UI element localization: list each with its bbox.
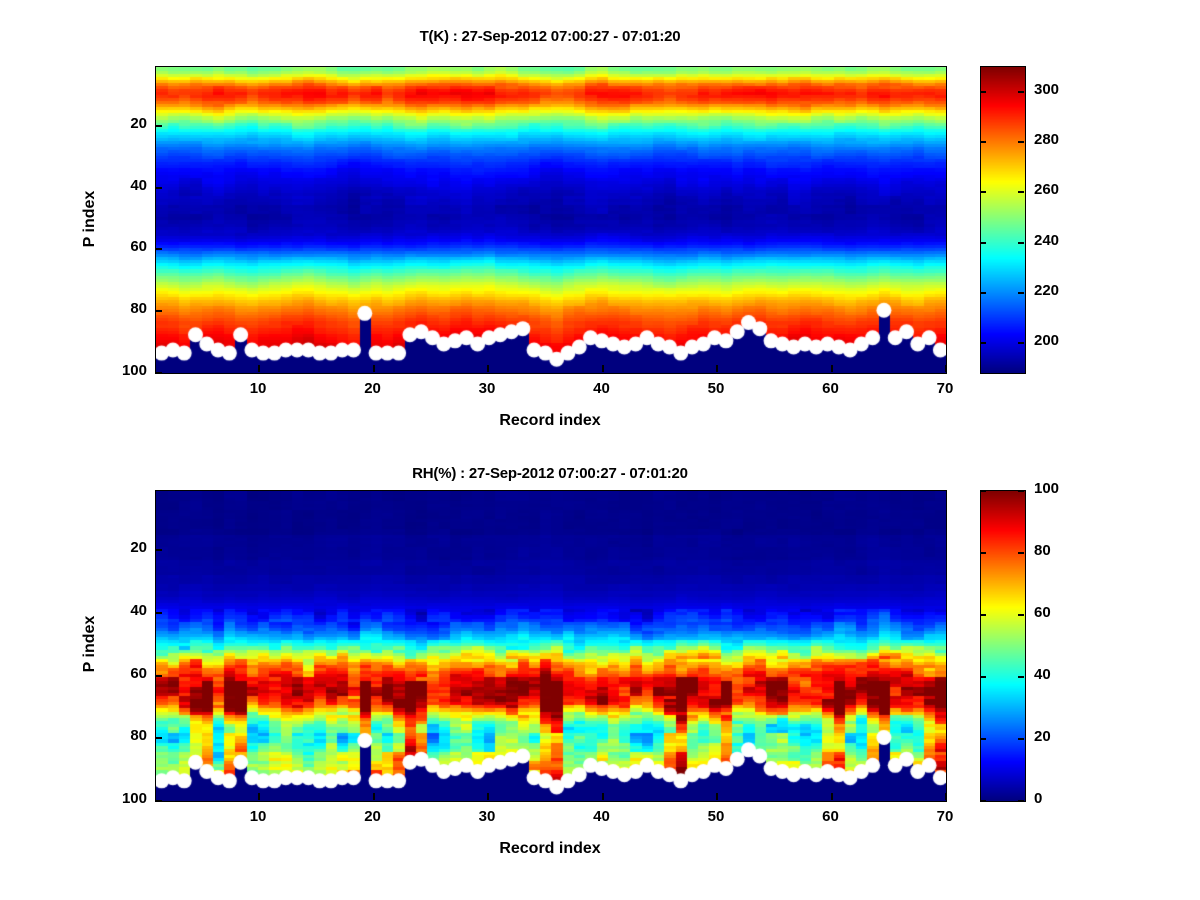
colorbar-tick-mark xyxy=(980,291,986,294)
y-tick-label: 100 xyxy=(121,362,147,379)
x-tick-label: 50 xyxy=(707,808,725,825)
colorbar-tick-mark xyxy=(980,141,986,144)
colorbar-tick-mark xyxy=(1018,341,1024,344)
colorbar-tick-mark xyxy=(1018,738,1024,740)
y-tick-label: 80 xyxy=(130,300,147,318)
y-tick-label: 60 xyxy=(130,238,147,256)
colorbar-tick-mark xyxy=(1018,676,1024,678)
y-tick-mark xyxy=(155,372,162,374)
heatmap-axes-temperature xyxy=(155,66,947,374)
plot-title-temperature: T(K) : 27-Sep-2012 07:00:27 - 07:01:20 xyxy=(419,28,681,45)
colorbar-tick-label: 40 xyxy=(1034,666,1051,683)
x-axis-label-temperature: Record index xyxy=(499,412,601,429)
x-tick-mark xyxy=(487,365,490,372)
colorbar-tick-mark xyxy=(980,91,986,94)
colorbar-tick-mark xyxy=(1018,291,1024,294)
colorbar-tick-mark xyxy=(1018,800,1024,802)
y-tick-label: 100 xyxy=(121,790,147,807)
colorbar-tick-label: 220 xyxy=(1034,281,1060,299)
y-tick-mark xyxy=(155,186,162,189)
x-tick-label: 70 xyxy=(936,380,954,397)
x-tick-mark xyxy=(945,793,947,800)
colorbar-tick-mark xyxy=(1018,552,1024,554)
x-tick-mark xyxy=(372,365,375,372)
heatmap-axes-relative-humidity xyxy=(155,490,947,802)
x-tick-mark xyxy=(716,365,718,372)
x-tick-mark xyxy=(372,793,375,800)
heatmap-image-relative-humidity xyxy=(156,491,946,801)
colorbar-temperature xyxy=(980,66,1026,374)
colorbar-tick-mark xyxy=(980,191,986,194)
x-tick-mark xyxy=(830,793,833,800)
colorbar-tick-mark xyxy=(1018,191,1024,194)
colorbar-tick-mark xyxy=(1018,241,1024,244)
colorbar-tick-mark xyxy=(980,614,986,616)
y-tick-mark xyxy=(155,800,162,802)
y-tick-label: 20 xyxy=(130,114,147,132)
colorbar-tick-label: 280 xyxy=(1034,131,1060,149)
x-tick-label: 40 xyxy=(593,380,610,397)
x-tick-mark xyxy=(716,793,718,800)
colorbar-tick-mark xyxy=(980,552,986,554)
y-tick-mark xyxy=(155,549,162,552)
colorbar-tick-label: 20 xyxy=(1034,728,1051,745)
y-tick-label: 60 xyxy=(130,664,147,682)
y-tick-mark xyxy=(155,674,162,677)
panel-temperature: T(K) : 27-Sep-2012 07:00:27 - 07:01:20 P… xyxy=(81,28,1060,429)
colorbar-tick-mark xyxy=(980,676,986,678)
y-tick-label: 20 xyxy=(130,539,147,557)
x-tick-label: 70 xyxy=(936,808,954,825)
y-tick-mark xyxy=(155,124,162,127)
colorbar-tick-mark xyxy=(980,490,986,492)
colorbar-gradient-relative-humidity xyxy=(981,491,1025,801)
colorbar-tick-mark xyxy=(980,738,986,740)
colorbar-tick-label: 200 xyxy=(1034,331,1060,349)
x-axis-label-relative-humidity: Record index xyxy=(499,840,601,857)
colorbar-tick-label: 0 xyxy=(1034,790,1043,807)
colorbar-tick-label: 80 xyxy=(1034,542,1051,559)
x-tick-label: 30 xyxy=(478,380,496,397)
colorbar-tick-label: 260 xyxy=(1034,181,1060,199)
colorbar-tick-mark xyxy=(980,341,986,344)
y-tick-mark xyxy=(155,248,162,251)
x-tick-mark xyxy=(258,793,261,800)
x-tick-label: 30 xyxy=(478,808,496,825)
x-tick-label: 60 xyxy=(822,808,839,825)
colorbar-tick-mark xyxy=(980,800,986,802)
colorbar-relative-humidity xyxy=(980,490,1026,802)
y-tick-mark xyxy=(155,310,162,313)
x-tick-label: 60 xyxy=(822,380,839,397)
x-tick-label: 10 xyxy=(249,380,267,397)
x-tick-mark xyxy=(830,365,833,372)
x-tick-label: 20 xyxy=(364,808,381,825)
colorbar-tick-label: 60 xyxy=(1034,604,1051,621)
x-tick-label: 20 xyxy=(364,380,381,397)
y-tick-mark xyxy=(155,612,162,615)
x-tick-label: 10 xyxy=(249,808,267,825)
colorbar-tick-label: 240 xyxy=(1034,231,1060,249)
x-tick-mark xyxy=(601,793,604,800)
colorbar-gradient-temperature xyxy=(981,67,1025,373)
y-tick-label: 80 xyxy=(130,727,147,745)
heatmap-image-temperature xyxy=(156,67,946,373)
x-tick-mark xyxy=(601,365,604,372)
colorbar-tick-mark xyxy=(1018,91,1024,94)
colorbar-tick-mark xyxy=(1018,614,1024,616)
x-tick-mark xyxy=(487,793,490,800)
x-tick-mark xyxy=(945,365,947,372)
x-tick-label: 40 xyxy=(593,808,610,825)
y-tick-label: 40 xyxy=(130,176,147,194)
colorbar-tick-label: 300 xyxy=(1034,81,1060,99)
y-tick-mark xyxy=(155,737,162,740)
colorbar-tick-mark xyxy=(1018,141,1024,144)
y-tick-label: 40 xyxy=(130,602,147,620)
x-tick-label: 50 xyxy=(707,380,725,397)
colorbar-tick-label: 100 xyxy=(1034,480,1060,497)
x-tick-mark xyxy=(258,365,261,372)
colorbar-tick-mark xyxy=(980,241,986,244)
colorbar-tick-mark xyxy=(1018,490,1024,492)
panel-relative-humidity: RH(%) : 27-Sep-2012 07:00:27 - 07:01:20 … xyxy=(0,450,1200,900)
plot-title-relative-humidity: RH(%) : 27-Sep-2012 07:00:27 - 07:01:20 xyxy=(412,465,688,482)
